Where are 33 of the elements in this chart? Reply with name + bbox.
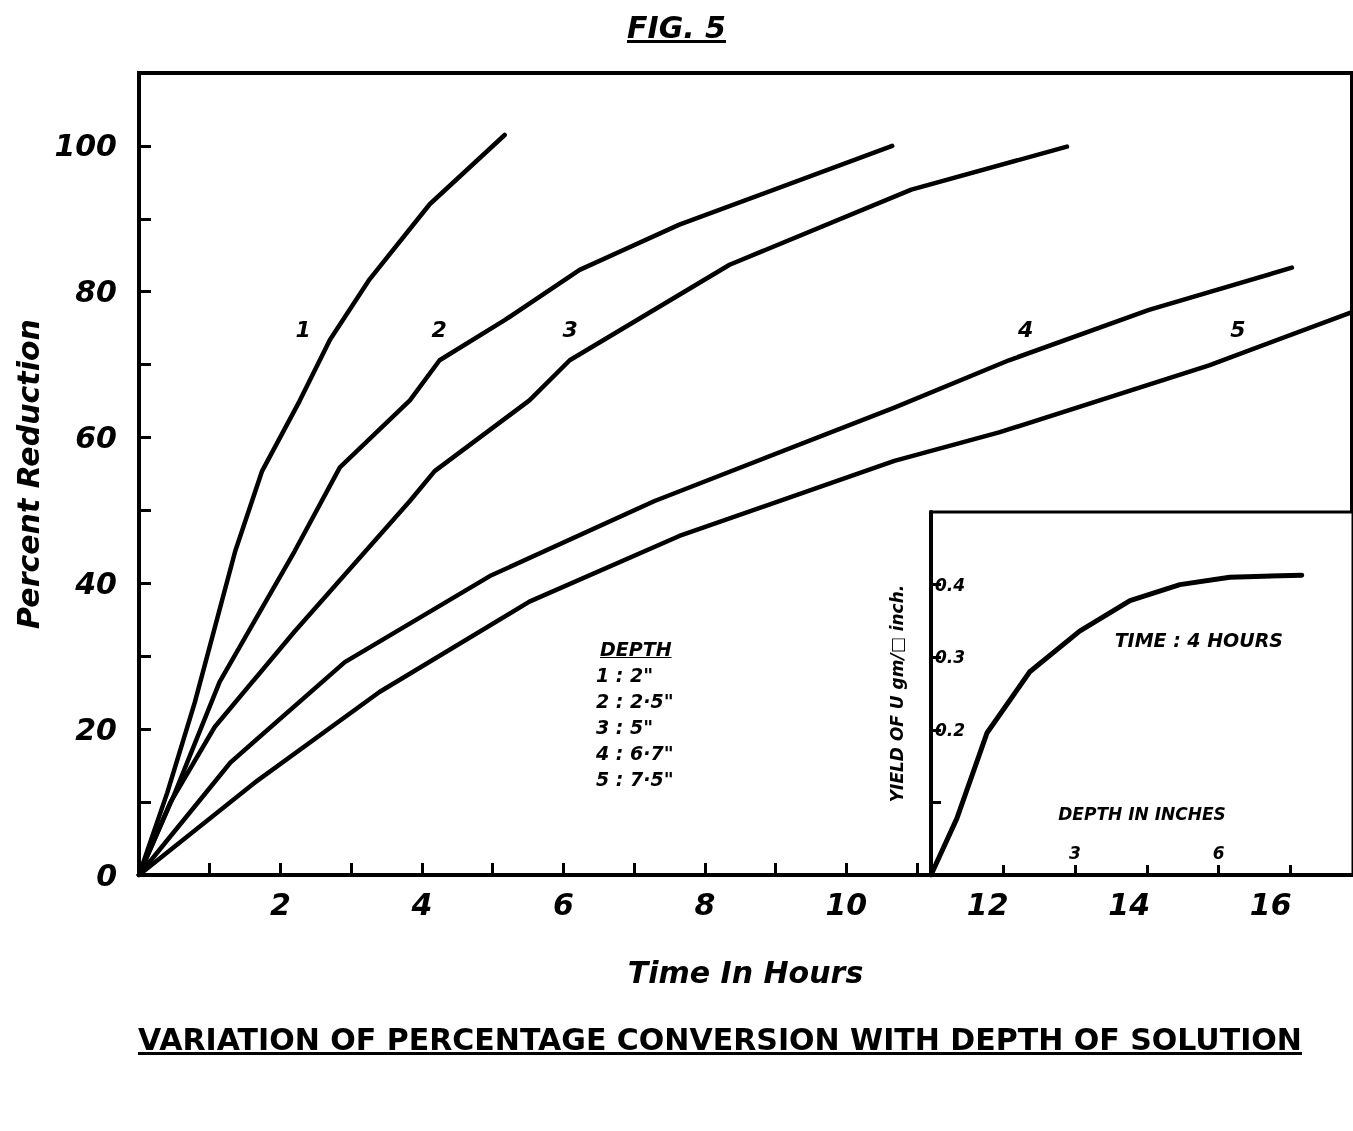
x-tick-label: 14 bbox=[1108, 886, 1151, 922]
annotation: 3 : 5" bbox=[595, 715, 655, 740]
annotation: DEPTH bbox=[599, 637, 673, 662]
x-axis-title: DEPTH IN INCHES bbox=[1058, 803, 1226, 824]
series-label: 2 bbox=[431, 317, 447, 343]
x-tick-label: 6 bbox=[552, 886, 574, 922]
y-tick-label: 60 bbox=[75, 420, 117, 456]
x-tick-label: 12 bbox=[966, 886, 1009, 922]
series-label: 5 bbox=[1230, 317, 1246, 343]
x-tick-label: 6 bbox=[1212, 842, 1225, 863]
y-axis-title: YIELD OF U gm/□ inch. bbox=[886, 584, 907, 803]
text: VARIATION OF PERCENTAGE CONVERSION WITH DEPTH OF SOLUTION bbox=[137, 1021, 1303, 1059]
series-label: 4 bbox=[1016, 317, 1034, 343]
y-tick-label: 40 bbox=[74, 565, 117, 601]
series-label: 1 bbox=[295, 317, 311, 343]
y-tick-label: 20 bbox=[75, 711, 117, 747]
annotation: 1 : 2" bbox=[595, 663, 655, 688]
x-tick-label: 2 bbox=[270, 886, 291, 922]
annotation: 2 : 2·5" bbox=[595, 689, 674, 714]
series-label: 3 bbox=[562, 317, 578, 343]
y-tick-label: 100 bbox=[54, 128, 117, 164]
x-tick-label: 8 bbox=[694, 886, 716, 922]
x-tick-label: 4 bbox=[410, 886, 433, 922]
annotation: TIME : 4 HOURS bbox=[1114, 628, 1283, 651]
chart-title: FIG. 5 bbox=[626, 10, 727, 45]
x-tick-label: 10 bbox=[825, 886, 868, 922]
y-tick-label: 80 bbox=[75, 274, 117, 310]
y-tick-label: 0 bbox=[96, 857, 117, 893]
x-axis-title: Time In Hours bbox=[627, 954, 864, 990]
annotation: 5 : 7·5" bbox=[595, 767, 674, 792]
y-axis-title: Percent Reduction bbox=[10, 319, 46, 629]
annotation: 4 : 6·7" bbox=[595, 741, 674, 766]
x-tick-label: 16 bbox=[1249, 886, 1292, 922]
